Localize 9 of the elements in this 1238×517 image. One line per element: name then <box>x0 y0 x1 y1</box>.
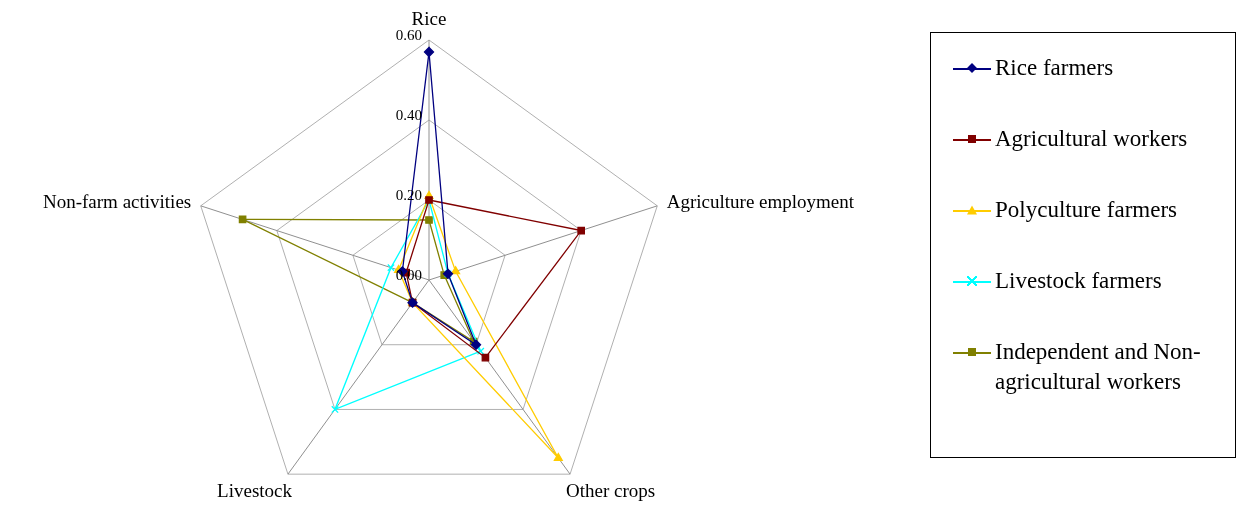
spoke-label: Livestock <box>217 479 293 501</box>
spoke-label: Non-farm activities <box>42 190 192 212</box>
legend-label: Polyculture farmers <box>995 196 1178 224</box>
legend-label: Independent and Non-agricultural workers <box>995 338 1202 396</box>
legend-label: Livestock farmers <box>995 267 1162 295</box>
spoke-label: Other crops <box>565 479 656 501</box>
legend-label: Agricultural workers <box>995 125 1188 153</box>
legend-label: Rice farmers <box>995 54 1114 82</box>
spoke-label: Agriculture employment <box>666 190 855 212</box>
